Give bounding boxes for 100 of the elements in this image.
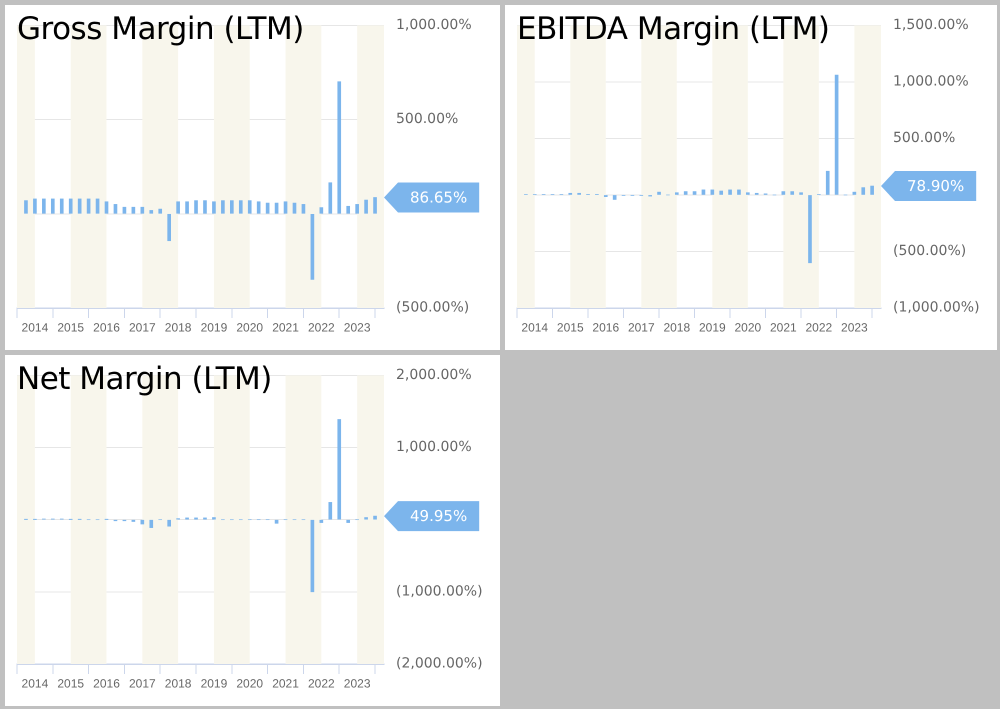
x-tick-label: 2019 bbox=[698, 320, 726, 334]
bar bbox=[292, 202, 296, 214]
bar bbox=[355, 204, 359, 214]
bar bbox=[328, 182, 332, 214]
bar bbox=[33, 198, 37, 214]
x-tick-label: 2014 bbox=[22, 320, 49, 334]
bar bbox=[238, 200, 243, 214]
x-tick-label: 2022 bbox=[308, 676, 336, 690]
x-tick-label: 2016 bbox=[93, 676, 120, 690]
text: 49.95% bbox=[410, 506, 468, 525]
bar bbox=[122, 206, 126, 214]
bar bbox=[302, 204, 306, 214]
bar bbox=[68, 198, 73, 214]
bar bbox=[185, 201, 189, 214]
bar bbox=[132, 206, 136, 214]
bar bbox=[337, 419, 342, 520]
bar bbox=[212, 201, 216, 214]
bar bbox=[194, 200, 198, 214]
text: 78.90% bbox=[906, 176, 964, 195]
bar bbox=[42, 198, 46, 214]
bar bbox=[737, 190, 741, 195]
chart-title: EBITDA Margin (LTM) bbox=[517, 11, 830, 47]
bar bbox=[274, 202, 278, 214]
y-tick-label: 2,000.00% bbox=[396, 367, 472, 384]
bar bbox=[50, 198, 55, 214]
bar bbox=[612, 195, 616, 200]
x-tick-label: 2016 bbox=[93, 320, 120, 334]
bar bbox=[149, 520, 154, 528]
bar bbox=[657, 192, 661, 195]
bar bbox=[140, 520, 144, 524]
x-tick-label: 2021 bbox=[272, 320, 300, 334]
bar bbox=[320, 207, 324, 214]
y-tick-label: 1,000.00% bbox=[396, 439, 472, 456]
x-tick-label: 2018 bbox=[164, 676, 192, 690]
x-tick-label: 2021 bbox=[272, 676, 300, 690]
bar bbox=[114, 204, 118, 214]
x-tick-label: 2015 bbox=[57, 320, 84, 334]
bar bbox=[310, 214, 314, 280]
x-tick-label: 2020 bbox=[236, 320, 264, 334]
x-tick-label: 2021 bbox=[770, 320, 798, 334]
bar bbox=[310, 520, 314, 592]
bar bbox=[692, 191, 696, 195]
bar bbox=[78, 198, 82, 214]
bar bbox=[684, 191, 688, 195]
y-tick-label: 500.00% bbox=[396, 111, 458, 128]
bar bbox=[328, 502, 332, 520]
bar bbox=[149, 210, 154, 214]
bar bbox=[373, 516, 377, 520]
bar bbox=[96, 198, 100, 214]
bar bbox=[256, 201, 261, 214]
bar bbox=[834, 74, 838, 195]
bar bbox=[140, 206, 144, 214]
y-tick-label: (2,000.00%) bbox=[396, 656, 483, 672]
x-tick-label: 2019 bbox=[200, 320, 228, 334]
bar bbox=[719, 190, 724, 195]
bar bbox=[826, 170, 830, 195]
x-tick-label: 2022 bbox=[308, 320, 336, 334]
bar bbox=[230, 200, 234, 214]
x-tick-label: 2022 bbox=[806, 320, 833, 334]
bar bbox=[346, 520, 350, 523]
x-tick-label: 2014 bbox=[521, 320, 548, 334]
y-tick-label: 1,000.00% bbox=[396, 17, 472, 34]
x-tick-label: 2014 bbox=[22, 676, 49, 690]
bar bbox=[364, 200, 368, 214]
bar bbox=[728, 190, 732, 195]
y-tick-label: (500.00%) bbox=[396, 300, 470, 316]
x-tick-label: 2016 bbox=[592, 320, 620, 334]
x-tick-label: 2019 bbox=[200, 676, 228, 690]
x-tick-label: 2020 bbox=[236, 676, 264, 690]
y-tick-label: 1,500.00% bbox=[893, 17, 969, 34]
bar bbox=[337, 81, 342, 214]
bar bbox=[203, 200, 207, 214]
bar bbox=[674, 192, 679, 195]
bar bbox=[782, 191, 786, 195]
bar bbox=[86, 198, 90, 214]
chart-title: Net Margin (LTM) bbox=[17, 361, 272, 397]
bar bbox=[790, 191, 794, 195]
y-tick-label: (1,000.00%) bbox=[396, 583, 483, 600]
bar bbox=[176, 201, 180, 214]
bar bbox=[248, 200, 252, 214]
x-tick-label: 2023 bbox=[344, 320, 371, 334]
y-tick-label: 1,000.00% bbox=[893, 74, 969, 90]
bar bbox=[167, 214, 171, 242]
bar bbox=[373, 197, 377, 214]
x-tick-label: 2015 bbox=[556, 320, 584, 334]
bar bbox=[284, 201, 288, 214]
x-tick-label: 2017 bbox=[128, 320, 156, 334]
x-tick-label: 2015 bbox=[57, 676, 84, 690]
x-tick-label: 2023 bbox=[344, 676, 371, 690]
x-tick-label: 2023 bbox=[841, 320, 868, 334]
chart-title: Gross Margin (LTM) bbox=[17, 11, 304, 47]
bar bbox=[852, 192, 856, 195]
bar bbox=[212, 517, 216, 520]
bar bbox=[104, 201, 108, 214]
bar bbox=[221, 200, 225, 214]
bar bbox=[266, 202, 270, 214]
bar bbox=[320, 520, 324, 523]
bar bbox=[808, 195, 812, 264]
y-tick-label: (1,000.00%) bbox=[893, 300, 980, 316]
bar bbox=[861, 187, 866, 195]
